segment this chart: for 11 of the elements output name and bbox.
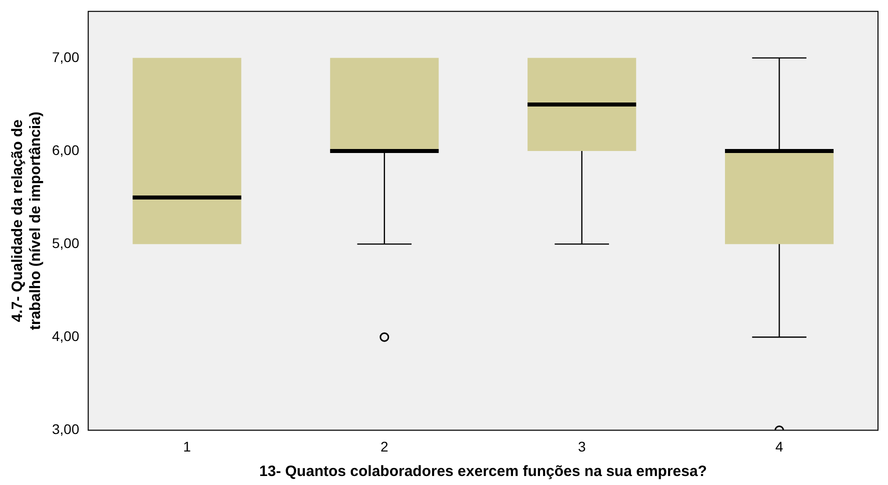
x-tick-label: 1 bbox=[183, 438, 192, 454]
x-tick-label: 3 bbox=[578, 438, 586, 454]
x-axis-title: 13- Quantos colaboradores exercem funções na sua empresa? bbox=[259, 463, 707, 480]
y-tick-label: 7,00 bbox=[52, 48, 80, 65]
y-tick-label: 4,00 bbox=[52, 328, 80, 344]
x-tick-label: 4 bbox=[775, 438, 784, 454]
y-axis-title: 4.7- Qualidade da relação de trabalho (nível de importância) bbox=[9, 112, 44, 330]
y-tick-label: 6,00 bbox=[52, 142, 80, 158]
y-tick-label: 3,00 bbox=[52, 421, 80, 438]
x-tick-label: 2 bbox=[380, 438, 389, 454]
y-tick-label: 5,00 bbox=[52, 234, 80, 251]
